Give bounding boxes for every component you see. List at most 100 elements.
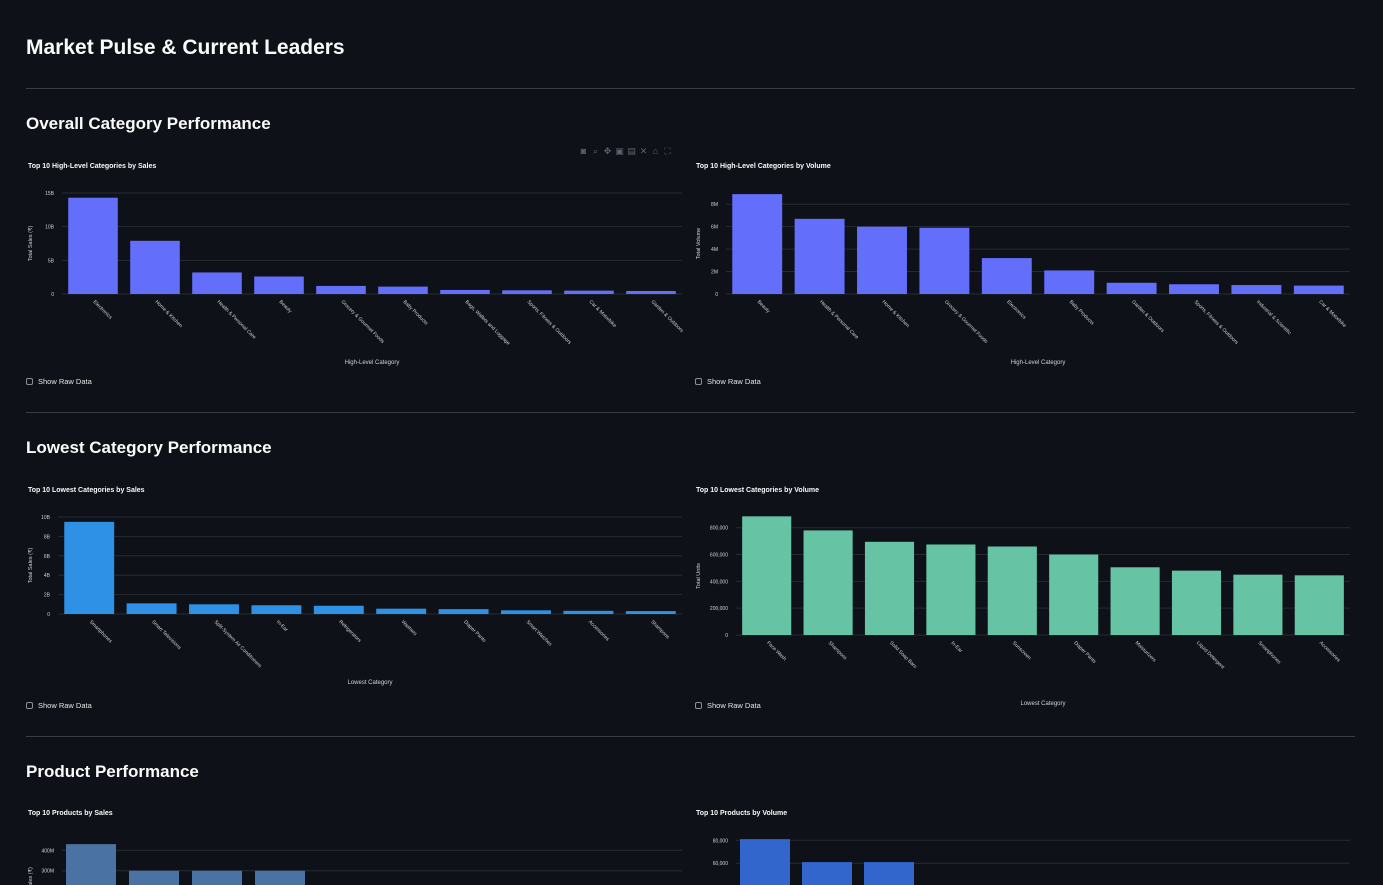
chart-title: Top 10 Products by Sales — [28, 810, 113, 817]
bar — [981, 258, 1032, 294]
bar — [1171, 570, 1222, 635]
y-tick-label: 10B — [45, 225, 55, 231]
x-tick-label: Health & Personal Care — [216, 299, 258, 341]
bar — [66, 844, 116, 885]
bar — [130, 240, 180, 294]
bar — [857, 226, 907, 294]
y-tick-label: 10B — [41, 515, 51, 521]
y-tick-label: 200,000 — [710, 606, 728, 612]
x-tick-label: Beauty — [278, 299, 294, 315]
x-tick-label: Face Wash — [765, 640, 787, 662]
checkbox-box[interactable] — [695, 378, 702, 385]
bar — [864, 541, 915, 635]
y-tick-label: 60,000 — [713, 861, 729, 867]
x-tick-label: Baby Products — [1068, 299, 1096, 327]
bar — [255, 870, 305, 885]
x-tick-label: Split-System Air Conditioners — [213, 619, 263, 669]
y-tick-label: 8B — [44, 534, 51, 540]
chart-title: Top 10 Lowest Categories by Sales — [28, 487, 145, 494]
y-tick-label: 6B — [44, 554, 51, 560]
zoom-in-icon[interactable]: ▣ — [615, 146, 624, 156]
chart-title: Top 10 High-Level Categories by Volume — [696, 163, 831, 170]
chart-top-categories-sales: Top 10 High-Level Categories by Sales 0 5B… — [27, 163, 685, 366]
bar — [440, 289, 490, 294]
chart-lowest-categories-sales: Top 10 Lowest Categories by Sales 0 2B 4B 6B… — [27, 487, 682, 686]
x-tick-label: Shampoos — [649, 619, 670, 640]
show-raw-data-checkbox[interactable]: Show Raw Data — [695, 377, 761, 386]
y-tick-label: 15B — [45, 191, 55, 197]
chart-title: Top 10 High-Level Categories by Sales — [28, 163, 156, 170]
chart-top-categories-volume: Top 10 High-Level Categories by Volume 0 2… — [696, 163, 1350, 366]
checkbox-box[interactable] — [26, 702, 33, 709]
show-raw-data-checkbox[interactable]: Show Raw Data — [26, 701, 92, 710]
x-tick-label: Garden & Outdoors — [650, 299, 685, 334]
bar — [919, 227, 970, 294]
x-tick-label: Industrial & Scientific — [1255, 299, 1292, 336]
x-tick-label: Home & Kitchen — [881, 299, 911, 329]
y-tick-label: 2B — [44, 593, 51, 599]
x-tick-label: Smartphones — [88, 619, 114, 645]
checkbox-box[interactable] — [26, 378, 33, 385]
y-tick-label: 400,000 — [710, 579, 728, 585]
x-axis-title: High-Level Category — [345, 360, 400, 366]
bar — [376, 608, 427, 614]
bar — [803, 530, 853, 635]
y-tick-label: 0 — [47, 612, 50, 618]
bar — [625, 611, 676, 614]
x-tick-label: Bags, Wallets and Luggage — [464, 299, 512, 347]
x-tick-label: Electronics — [92, 299, 114, 321]
x-axis-title: Lowest Category — [1020, 701, 1065, 707]
fullscreen-icon[interactable]: ⛶ — [664, 146, 671, 156]
section-title-products: Product Performance — [26, 762, 199, 781]
zoom-out-icon[interactable]: ▤ — [627, 146, 636, 156]
x-tick-label: Electronics — [1005, 299, 1027, 321]
y-tick-label: 2M — [711, 270, 718, 276]
x-tick-label: Sports, Fitness & Outdoors — [526, 299, 573, 346]
bar — [563, 610, 614, 614]
y-tick-label: 600,000 — [710, 553, 728, 559]
x-tick-label: Diaper Pants — [1072, 640, 1097, 665]
bar — [68, 197, 118, 294]
chart-modebar: ◙ ⌕ ✥ ▣ ▤ ✕ ⌂ ⛶ — [578, 145, 673, 157]
bar — [192, 870, 242, 885]
bar — [378, 286, 428, 294]
chart-lowest-categories-volume: Top 10 Lowest Categories by Volume 0 200,0… — [696, 487, 1350, 707]
x-axis-title: Lowest Category — [347, 680, 392, 686]
bar — [501, 610, 551, 614]
checkbox-label: Show Raw Data — [38, 701, 92, 710]
bar — [313, 605, 364, 614]
section-title-lowest: Lowest Category Performance — [26, 438, 272, 457]
y-tick-label: 300M — [41, 869, 54, 875]
checkbox-label: Show Raw Data — [38, 377, 92, 386]
x-tick-label: Solid Soap Bars — [888, 640, 918, 670]
checkbox-box[interactable] — [695, 702, 702, 709]
bar — [742, 516, 792, 635]
x-tick-label: Health & Personal Care — [818, 299, 860, 341]
x-tick-label: Baby Products — [402, 299, 430, 327]
show-raw-data-checkbox[interactable]: Show Raw Data — [26, 377, 92, 386]
y-axis-title: Total Sales (₹) — [27, 226, 34, 262]
home-icon[interactable]: ⌂ — [652, 146, 659, 156]
x-tick-label: Car & Motorbike — [588, 299, 618, 329]
y-tick-label: 5B — [48, 258, 55, 264]
pan-icon[interactable]: ✥ — [603, 146, 612, 156]
zoom-icon[interactable]: ⌕ — [592, 146, 599, 156]
x-tick-label: Smart Watches — [525, 619, 554, 648]
y-tick-label: 0 — [725, 633, 728, 639]
show-raw-data-checkbox[interactable]: Show Raw Data — [695, 701, 761, 710]
y-tick-label: 8M — [711, 202, 718, 208]
autoscale-icon[interactable]: ✕ — [639, 146, 648, 156]
y-tick-label: 80,000 — [713, 838, 729, 844]
bar — [1233, 574, 1283, 635]
divider — [26, 412, 1355, 413]
bar — [1231, 285, 1282, 294]
chart-title: Top 10 Lowest Categories by Volume — [696, 487, 819, 494]
x-tick-label: Home & Kitchen — [154, 299, 184, 329]
camera-icon[interactable]: ◙ — [580, 146, 587, 156]
bar — [564, 290, 614, 294]
page-title: Market Pulse & Current Leaders — [26, 36, 345, 59]
chart-title: Top 10 Products by Volume — [696, 810, 787, 817]
x-tick-label: Diaper Pants — [462, 619, 487, 644]
bar — [129, 870, 179, 885]
bar — [864, 862, 914, 885]
